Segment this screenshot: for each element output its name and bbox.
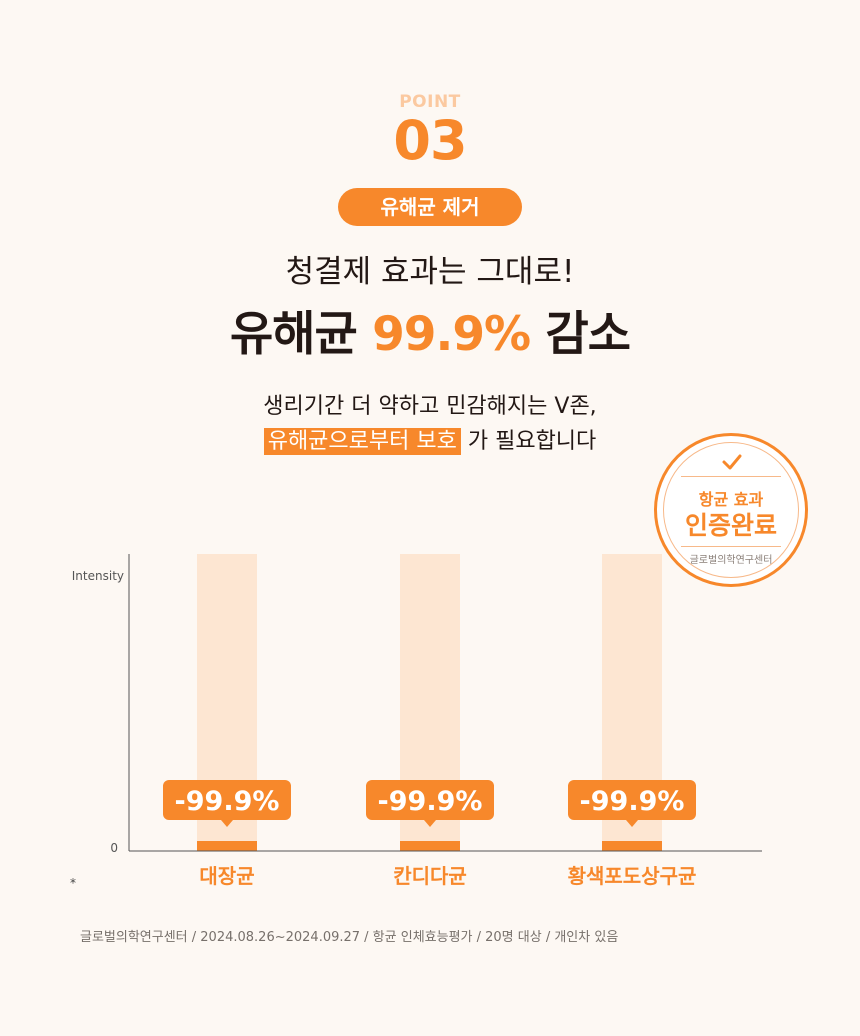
point-label: POINT: [399, 92, 461, 112]
description-suffix: 가 필요합니다: [460, 429, 597, 454]
description-line2: 유해균으로부터 보호 가 필요합니다: [0, 427, 860, 457]
headline-line1: 청결제 효과는 그대로!: [285, 254, 575, 290]
badge-line1: 항균 효과: [698, 490, 764, 509]
badge-line3: 글로벌의학연구센터: [689, 555, 773, 566]
certification-badge: 항균 효과 인증완료 글로벌의학연구센터: [654, 433, 808, 587]
badge-divider-top: [681, 476, 781, 477]
data-label-3: -99.9%: [580, 786, 685, 817]
data-label-pointer-2: [424, 820, 436, 827]
data-label-box-2: [366, 780, 494, 820]
y-zero-label: 0: [110, 841, 118, 855]
headline-prefix: 유해균: [230, 307, 373, 362]
data-label-pointer-1: [221, 820, 233, 827]
data-label-2: -99.9%: [378, 786, 483, 817]
check-icon: [722, 454, 742, 470]
data-label-pointer-3: [626, 820, 638, 827]
category-label-2: 칸디다균: [393, 864, 467, 888]
data-label-box-1: [163, 780, 291, 820]
point-number: 03: [393, 109, 467, 172]
section-pill: 유해균 제거: [338, 188, 522, 226]
badge-divider-bottom: [681, 546, 781, 547]
data-label-box-3: [568, 780, 696, 820]
headline-suffix: 감소: [530, 307, 631, 362]
description-line1: 생리기간 더 약하고 민감해지는 V존,: [263, 394, 597, 419]
source-note: 글로벌의학연구센터 / 2024.08.26~2024.09.27 / 항균 인…: [80, 930, 619, 945]
badge-line2: 인증완료: [684, 511, 777, 540]
y-axis-label: Intensity: [72, 569, 124, 583]
footnote-mark: *: [70, 876, 76, 890]
bar-after-3: [602, 841, 662, 851]
headline-line2: 유해균 99.9% 감소: [0, 305, 860, 365]
bar-after-2: [400, 841, 460, 851]
data-label-1: -99.9%: [175, 786, 280, 817]
bar-after-1: [197, 841, 257, 851]
category-label-1: 대장균: [199, 864, 254, 888]
category-label-3: 황색포도상구균: [568, 864, 697, 888]
intensity-bar-chart: Intensity 0 -99.9% -99.9% -99.9% 대장균 칸디다균 황색포도상…: [72, 554, 762, 888]
headline-highlight: 99.9%: [372, 307, 531, 362]
badge-inner-ring: [663, 442, 799, 578]
description-highlight: 유해균으로부터 보호: [263, 428, 461, 455]
